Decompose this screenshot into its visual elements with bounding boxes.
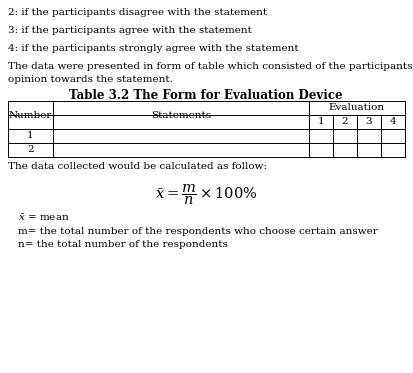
Text: 3: 3 bbox=[366, 117, 372, 126]
Text: 3: if the participants agree with the statement: 3: if the participants agree with the st… bbox=[8, 26, 252, 35]
Text: $\bar{x} = \dfrac{m}{n} \times 100\%$: $\bar{x} = \dfrac{m}{n} \times 100\%$ bbox=[155, 182, 257, 207]
Text: 1: 1 bbox=[318, 117, 324, 126]
Text: 2: if the participants disagree with the statement: 2: if the participants disagree with the… bbox=[8, 8, 267, 17]
Text: The data collected would be calculated as follow:: The data collected would be calculated a… bbox=[8, 162, 267, 171]
Text: 2: 2 bbox=[342, 117, 348, 126]
Text: opinion towards the statement.: opinion towards the statement. bbox=[8, 75, 173, 84]
Text: n= the total number of the respondents: n= the total number of the respondents bbox=[18, 240, 228, 249]
Text: 4: 4 bbox=[390, 117, 396, 126]
Text: Evaluation: Evaluation bbox=[329, 103, 385, 113]
Text: Number: Number bbox=[9, 110, 52, 119]
Text: Table 3.2 The Form for Evaluation Device: Table 3.2 The Form for Evaluation Device bbox=[69, 89, 343, 102]
Text: $\bar{x}$ = mean: $\bar{x}$ = mean bbox=[18, 212, 70, 223]
Text: m= the total number of the respondents who choose certain answer: m= the total number of the respondents w… bbox=[18, 227, 378, 236]
Text: 1: 1 bbox=[27, 132, 34, 141]
Text: Statements: Statements bbox=[151, 110, 211, 119]
Text: 2: 2 bbox=[27, 145, 34, 154]
Text: The data were presented in form of table which consisted of the participants’: The data were presented in form of table… bbox=[8, 62, 413, 71]
Text: 4: if the participants strongly agree with the statement: 4: if the participants strongly agree wi… bbox=[8, 44, 299, 53]
